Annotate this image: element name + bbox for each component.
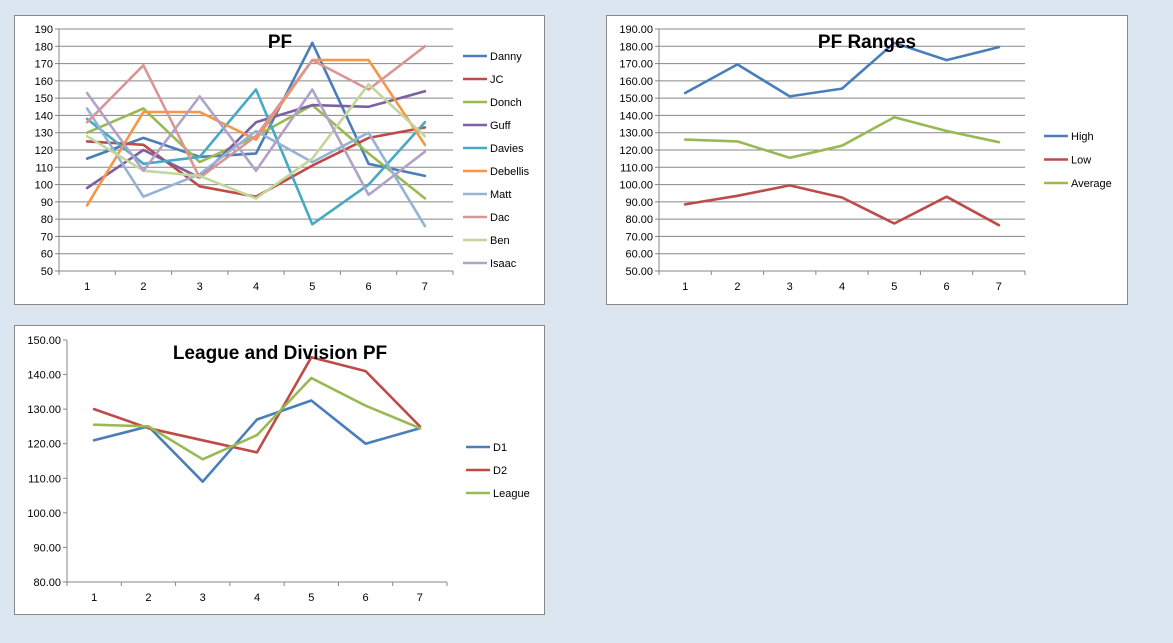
y-tick-label: 150 [35,93,53,105]
y-tick-label: 130 [35,128,53,140]
legend-label: League [493,488,530,500]
y-tick-label: 130.00 [27,404,61,416]
series-line-dac [85,44,427,179]
series-line-davies [85,88,427,226]
y-tick-label: 140.00 [27,370,61,382]
y-tick-label: 80.00 [625,214,653,226]
y-tick-label: 140 [35,110,53,122]
legend-label: Ben [490,235,510,247]
y-tick-label: 80 [41,214,53,226]
y-tick-label: 100.00 [619,180,653,192]
x-tick-label: 2 [145,592,151,604]
y-tick-label: 160 [35,76,53,88]
y-tick-label: 120.00 [27,439,61,451]
series-line-d2 [92,355,422,454]
y-tick-label: 80.00 [33,577,61,589]
y-tick-label: 70.00 [625,231,653,243]
legend-label: Donch [490,97,522,109]
y-tick-label: 130.00 [619,128,653,140]
legend-label: JC [490,74,504,86]
y-tick-label: 150.00 [619,93,653,105]
pf-chart-svg: 50 60 70 80 90 100 110 120 130 140 150 160 170 180 190… [35,24,530,293]
series-line-league [92,376,422,461]
x-tick-label: 4 [253,281,259,293]
legend-label: Matt [490,189,511,201]
chart-title: PF Ranges [818,32,916,53]
legend-label: Isaac [490,258,517,270]
legend-label: Danny [490,51,522,63]
x-tick-label: 4 [254,592,260,604]
x-tick-label: 1 [682,281,688,293]
y-tick-label: 110 [35,162,53,174]
x-tick-label: 6 [944,281,950,293]
series-line-d1 [92,399,422,483]
y-tick-label: 90.00 [33,542,61,554]
y-tick-label: 120 [35,145,53,157]
y-tick-label: 100 [35,180,53,192]
series-line-jc [85,126,427,198]
legend-label: High [1071,131,1094,143]
legend-label: Debellis [490,166,530,178]
y-tick-label: 110.00 [28,473,61,485]
pf-ranges-chart-svg: 50.00 60.00 70.00 80.00 90.00 100.00 110.00 120… [619,24,1112,293]
x-tick-label: 5 [308,592,314,604]
legend-label: Average [1071,178,1112,190]
x-tick-label: 2 [140,281,146,293]
y-tick-label: 160.00 [619,76,653,88]
y-tick-label: 60 [41,249,53,261]
series-line-debellis [85,58,427,207]
x-tick-label: 6 [366,281,372,293]
legend-label: D2 [493,465,507,477]
series-line-guff [85,89,427,190]
y-tick-label: 90 [41,197,53,209]
league-division-pf-chart-svg: 80.00 90.00 100.00 110.00 120.00 130.00 140.00… [27,335,530,604]
x-tick-label: 7 [422,281,428,293]
y-tick-label: 90.00 [625,197,653,209]
legend-label: D1 [493,442,507,454]
y-tick-label: 70 [41,231,53,243]
legend-label: Dac [490,212,510,224]
y-tick-label: 150.00 [27,335,61,347]
y-tick-label: 170.00 [619,59,653,71]
league-division-pf-chart: 80.00 90.00 100.00 110.00 120.00 130.00 140.00… [14,325,545,615]
x-tick-label: 6 [363,592,369,604]
series-line-danny [85,41,427,178]
y-tick-label: 140.00 [619,110,653,122]
x-tick-label: 4 [839,281,845,293]
y-tick-label: 50.00 [625,266,653,278]
x-tick-label: 2 [734,281,740,293]
y-tick-label: 180.00 [619,41,653,53]
pf-ranges-chart: 50.00 60.00 70.00 80.00 90.00 100.00 110.00 120… [606,15,1128,305]
pf-chart: 50 60 70 80 90 100 110 120 130 140 150 160 170 180 190… [14,15,545,305]
x-tick-label: 7 [417,592,423,604]
y-tick-label: 50 [41,266,53,278]
y-tick-label: 60.00 [625,249,653,261]
y-tick-label: 180 [35,41,53,53]
x-tick-label: 1 [91,592,97,604]
x-tick-label: 3 [200,592,206,604]
y-tick-label: 110.00 [620,162,653,174]
series-line-average [683,115,1001,160]
chart-title: League and Division PF [173,343,387,364]
x-tick-label: 3 [197,281,203,293]
x-tick-label: 7 [996,281,1002,293]
y-tick-label: 100.00 [27,508,61,520]
x-tick-label: 5 [309,281,315,293]
x-tick-label: 1 [84,281,90,293]
y-tick-label: 190 [35,24,53,36]
y-tick-label: 170 [35,59,53,71]
legend-label: Davies [490,143,524,155]
legend-label: Low [1071,155,1091,167]
series-line-high [683,41,1001,98]
series-line-matt [85,107,427,228]
chart-title: PF [268,32,292,53]
series-line-isaac [85,88,427,197]
x-tick-label: 3 [787,281,793,293]
y-tick-label: 120.00 [619,145,653,157]
x-tick-label: 5 [891,281,897,293]
series-line-low [683,184,1001,227]
legend-label: Guff [490,120,512,132]
y-tick-label: 190.00 [619,24,653,36]
